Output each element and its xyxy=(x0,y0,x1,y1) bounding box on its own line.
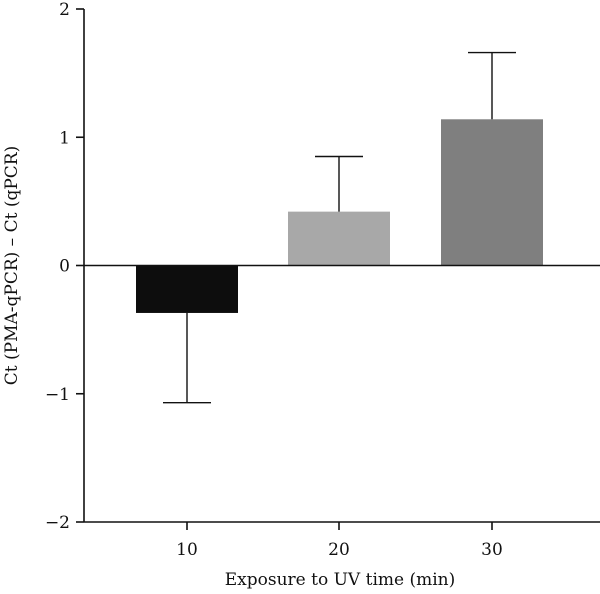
y-tick-label: −2 xyxy=(45,513,70,533)
y-tick-label: −1 xyxy=(45,385,70,405)
x-tick-label: 10 xyxy=(176,540,198,560)
bars-layer xyxy=(136,119,543,313)
bar-20 xyxy=(288,211,390,266)
y-tick-label: 2 xyxy=(59,0,70,20)
bar-10 xyxy=(136,265,238,313)
x-axis-title: Exposure to UV time (min) xyxy=(225,570,455,590)
error-bars-layer xyxy=(163,51,516,404)
y-tick-label: 0 xyxy=(59,257,70,277)
y-ticks: 2 1 0 −1 −2 xyxy=(45,0,84,533)
x-tick-label: 20 xyxy=(328,540,350,560)
axes-layer xyxy=(83,9,600,523)
bar-30 xyxy=(441,119,543,266)
x-ticks: 10 20 30 xyxy=(176,522,503,560)
x-tick-label: 30 xyxy=(481,540,503,560)
y-axis-title: Ct (PMA-qPCR) – Ct (qPCR) xyxy=(2,146,22,385)
y-tick-label: 1 xyxy=(59,128,70,148)
